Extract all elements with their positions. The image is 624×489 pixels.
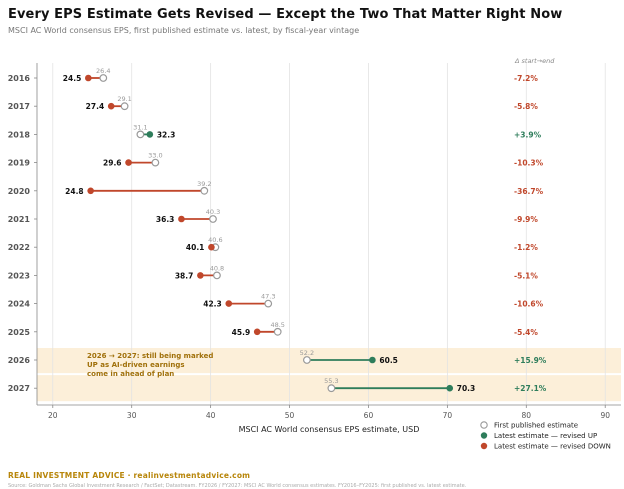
change-percent: -10.6% — [514, 300, 544, 309]
first-estimate-label: 31.1 — [133, 123, 147, 131]
latest-estimate-marker — [146, 131, 154, 138]
first-estimate-marker — [303, 356, 311, 364]
chart-subtitle: MSCI AC World consensus EPS, first publi… — [8, 26, 360, 35]
x-axis-label: MSCI AC World consensus EPS estimate, US… — [239, 425, 420, 434]
x-tick-label: 90 — [600, 411, 610, 420]
annotation-text: come in ahead of plan — [87, 370, 174, 378]
change-percent: -9.9% — [514, 215, 538, 224]
first-estimate-marker — [327, 384, 336, 393]
latest-estimate-marker — [178, 215, 185, 223]
first-estimate-label: 47.3 — [261, 293, 275, 301]
latest-estimate-marker — [87, 187, 94, 195]
latest-estimate-label: 40.1 — [186, 243, 205, 252]
first-estimate-marker — [136, 130, 145, 139]
first-estimate-marker — [264, 299, 273, 308]
change-percent: +27.1% — [514, 384, 547, 393]
y-tick-label: 2020 — [8, 187, 31, 196]
first-estimate-marker — [99, 74, 108, 82]
legend-marker-up — [480, 432, 488, 439]
first-estimate-label: 52.2 — [300, 349, 314, 357]
change-column-header: Δ start→end — [514, 57, 555, 65]
first-estimate-label: 39.2 — [197, 180, 211, 188]
first-estimate-marker — [273, 327, 282, 336]
x-tick-label: 20 — [48, 411, 58, 420]
first-estimate-label: 33.0 — [148, 152, 162, 160]
first-estimate-label: 29.1 — [117, 95, 131, 103]
y-tick-label: 2018 — [8, 130, 31, 139]
latest-estimate-label: 45.9 — [232, 328, 251, 337]
y-tick-label: 2021 — [8, 215, 31, 224]
change-percent: -5.1% — [514, 271, 538, 280]
y-tick-label: 2024 — [8, 300, 31, 309]
legend-label: First published estimate — [494, 422, 578, 430]
legend-marker-down — [480, 442, 488, 450]
y-tick-label: 2025 — [8, 328, 31, 337]
footer-brand: REAL INVESTMENT ADVICE · realinvestmenta… — [8, 471, 251, 480]
latest-estimate-label: 27.4 — [86, 102, 105, 111]
change-percent: +15.9% — [514, 356, 547, 365]
change-percent: -10.3% — [514, 159, 544, 168]
latest-estimate-label: 24.8 — [65, 187, 84, 196]
change-percent: -36.7% — [514, 187, 544, 196]
y-tick-label: 2017 — [8, 102, 30, 111]
latest-estimate-marker — [225, 300, 233, 307]
first-estimate-marker — [213, 271, 221, 280]
latest-estimate-label: 24.5 — [63, 74, 82, 83]
y-tick-label: 2027 — [8, 384, 30, 393]
y-tick-label: 2023 — [8, 271, 30, 280]
first-estimate-label: 40.8 — [210, 264, 224, 272]
change-percent: -5.4% — [514, 328, 538, 337]
latest-estimate-label: 32.3 — [157, 130, 176, 139]
legend-marker-first — [480, 421, 488, 429]
first-estimate-label: 48.5 — [270, 321, 284, 329]
first-estimate-marker — [200, 186, 209, 195]
chart-title: Every EPS Estimate Gets Revised — Except… — [8, 7, 563, 22]
y-tick-label: 2019 — [8, 159, 31, 168]
x-tick-label: 80 — [522, 411, 532, 420]
x-tick-label: 30 — [127, 411, 137, 420]
first-estimate-label: 40.6 — [208, 236, 222, 244]
y-tick-label: 2022 — [8, 243, 30, 252]
legend-label: Latest estimate — revised UP — [494, 432, 597, 440]
first-estimate-label: 26.4 — [96, 67, 110, 75]
latest-estimate-marker — [208, 243, 215, 251]
latest-estimate-label: 38.7 — [175, 271, 194, 280]
change-percent: -5.8% — [514, 102, 538, 111]
latest-estimate-label: 36.3 — [156, 215, 175, 224]
latest-estimate-label: 70.3 — [457, 384, 476, 393]
legend-label: Latest estimate — revised DOWN — [494, 443, 611, 451]
latest-estimate-marker — [197, 272, 204, 279]
x-tick-label: 50 — [285, 411, 295, 420]
latest-estimate-label: 60.5 — [379, 356, 398, 365]
x-tick-label: 70 — [443, 411, 453, 420]
annotation-text: 2026 → 2027: still being marked — [87, 352, 213, 360]
latest-estimate-marker — [125, 159, 132, 166]
annotation-text: UP as AI-driven earnings — [87, 361, 185, 369]
change-percent: -1.2% — [514, 243, 538, 252]
first-estimate-marker — [209, 215, 217, 223]
first-estimate-marker — [151, 158, 160, 167]
x-tick-label: 60 — [364, 411, 374, 420]
latest-estimate-label: 29.6 — [103, 159, 122, 168]
x-tick-label: 40 — [206, 411, 216, 420]
change-percent: +3.9% — [514, 130, 542, 139]
latest-estimate-marker — [107, 102, 115, 110]
y-tick-label: 2026 — [8, 356, 31, 365]
first-estimate-marker — [120, 102, 129, 111]
change-percent: -7.2% — [514, 74, 538, 83]
latest-estimate-marker — [253, 328, 261, 336]
first-estimate-label: 40.3 — [206, 208, 220, 216]
latest-estimate-marker — [369, 356, 376, 364]
latest-estimate-marker — [446, 384, 454, 392]
first-estimate-label: 55.3 — [324, 377, 338, 385]
y-tick-label: 2016 — [8, 74, 31, 83]
latest-estimate-label: 42.3 — [203, 300, 222, 309]
latest-estimate-marker — [84, 74, 92, 82]
footer-source: Source: Goldman Sachs Global Investment … — [8, 483, 467, 489]
